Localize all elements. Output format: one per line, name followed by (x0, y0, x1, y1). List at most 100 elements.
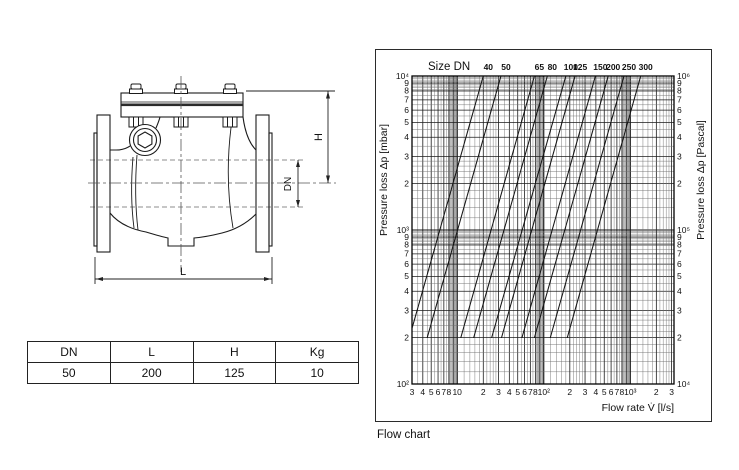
plot-border (411, 75, 675, 385)
svg-text:3: 3 (583, 387, 588, 397)
svg-text:10³: 10³ (624, 387, 636, 397)
dn-size-label: 80 (548, 62, 558, 72)
svg-text:10²: 10² (397, 379, 409, 389)
svg-text:3: 3 (669, 387, 674, 397)
svg-text:4: 4 (420, 387, 425, 397)
dn-line-250 (549, 76, 625, 338)
svg-text:5: 5 (677, 117, 682, 127)
y-axis-label-left: Pressure loss Δp [mbar] (378, 124, 390, 236)
dimension-table-wrap: DN L H Kg 50 200 125 10 (27, 341, 359, 384)
svg-text:2: 2 (677, 332, 682, 342)
bore-centerlines (90, 159, 306, 208)
x-axis-label: Flow rate V̇ [l/s] (602, 401, 674, 414)
svg-text:4: 4 (677, 286, 682, 296)
svg-text:8: 8 (677, 86, 682, 96)
svg-text:7: 7 (441, 387, 446, 397)
svg-text:4: 4 (677, 132, 682, 142)
svg-text:4: 4 (594, 387, 599, 397)
svg-text:8: 8 (677, 240, 682, 250)
svg-text:8: 8 (404, 240, 409, 250)
svg-text:6: 6 (404, 105, 409, 115)
svg-text:6: 6 (677, 259, 682, 269)
dn-line-50 (426, 76, 502, 338)
cell-l: 200 (109, 362, 194, 384)
table-row: 50 200 125 10 (27, 362, 359, 384)
svg-text:3: 3 (677, 151, 682, 161)
dn-size-label: 125 (573, 62, 587, 72)
dn-size-label: 250 (622, 62, 636, 72)
bolt (222, 83, 238, 128)
dn-line-65 (460, 76, 535, 338)
svg-text:9: 9 (677, 78, 682, 88)
svg-text:5: 5 (602, 387, 607, 397)
svg-text:7: 7 (677, 249, 682, 259)
svg-text:7: 7 (404, 249, 409, 259)
svg-text:7: 7 (615, 387, 620, 397)
svg-text:4: 4 (404, 132, 409, 142)
svg-text:2: 2 (677, 178, 682, 188)
bonnet-plate (120, 92, 244, 118)
svg-text:7: 7 (528, 387, 533, 397)
svg-text:2: 2 (567, 387, 572, 397)
svg-text:2: 2 (404, 332, 409, 342)
svg-text:5: 5 (677, 271, 682, 281)
svg-text:5: 5 (429, 387, 434, 397)
svg-text:4: 4 (507, 387, 512, 397)
svg-text:3: 3 (404, 305, 409, 315)
chart-title: Size DN (428, 61, 470, 73)
svg-text:4: 4 (404, 286, 409, 296)
cell-h: 125 (192, 362, 277, 384)
svg-text:10⁴: 10⁴ (677, 379, 690, 389)
svg-text:10: 10 (452, 387, 462, 397)
dn-line-40 (412, 76, 484, 331)
svg-text:9: 9 (404, 232, 409, 242)
dn-line-125 (501, 76, 576, 338)
svg-text:7: 7 (677, 95, 682, 105)
dn-line-150 (521, 76, 596, 338)
dn-size-label: 40 (484, 62, 494, 72)
dim-label-l: L (180, 266, 186, 278)
svg-text:10²: 10² (538, 387, 550, 397)
col-header-dn: DN (27, 341, 111, 363)
svg-text:3: 3 (404, 151, 409, 161)
svg-text:6: 6 (522, 387, 527, 397)
dim-label-h: H (313, 133, 325, 141)
svg-text:8: 8 (620, 387, 625, 397)
dn-size-label: 200 (606, 62, 620, 72)
dn-size-label: 50 (501, 62, 511, 72)
svg-text:6: 6 (609, 387, 614, 397)
dn-size-label: 300 (639, 62, 653, 72)
svg-text:3: 3 (677, 305, 682, 315)
svg-text:2: 2 (404, 178, 409, 188)
svg-text:8: 8 (404, 86, 409, 96)
table-header-row: DN L H Kg (27, 341, 359, 363)
cell-kg: 10 (275, 362, 359, 384)
svg-text:5: 5 (515, 387, 520, 397)
valve-drawing: H DN L (88, 76, 336, 284)
svg-text:10³: 10³ (397, 225, 409, 235)
svg-text:10⁴: 10⁴ (396, 71, 409, 81)
col-header-l: L (109, 341, 194, 363)
valve-body (93, 114, 273, 253)
dn-size-label: 150 (593, 62, 607, 72)
svg-text:5: 5 (404, 271, 409, 281)
cell-dn: 50 (27, 362, 111, 384)
dimensions (94, 90, 335, 284)
dn-size-label: 100 (564, 62, 578, 72)
svg-text:9: 9 (404, 78, 409, 88)
svg-text:10⁵: 10⁵ (677, 225, 690, 235)
dn-line-300 (566, 76, 642, 338)
svg-text:3: 3 (410, 387, 415, 397)
svg-text:7: 7 (404, 95, 409, 105)
flow-chart-caption: Flow chart (377, 429, 431, 441)
svg-text:10⁶: 10⁶ (677, 71, 690, 81)
svg-text:2: 2 (654, 387, 659, 397)
y-axis-label-right: Pressure loss Δp [Pascal] (695, 120, 707, 240)
svg-text:5: 5 (404, 117, 409, 127)
chart-grid (411, 75, 674, 385)
dn-line-100 (491, 76, 567, 338)
svg-text:6: 6 (436, 387, 441, 397)
x-axis-ticks: 3 4 5 6 7 8 10 2 3 4 5 6 7 8 10² 2 3 4 5 6 7 8 10³ 2 3 (410, 387, 675, 397)
